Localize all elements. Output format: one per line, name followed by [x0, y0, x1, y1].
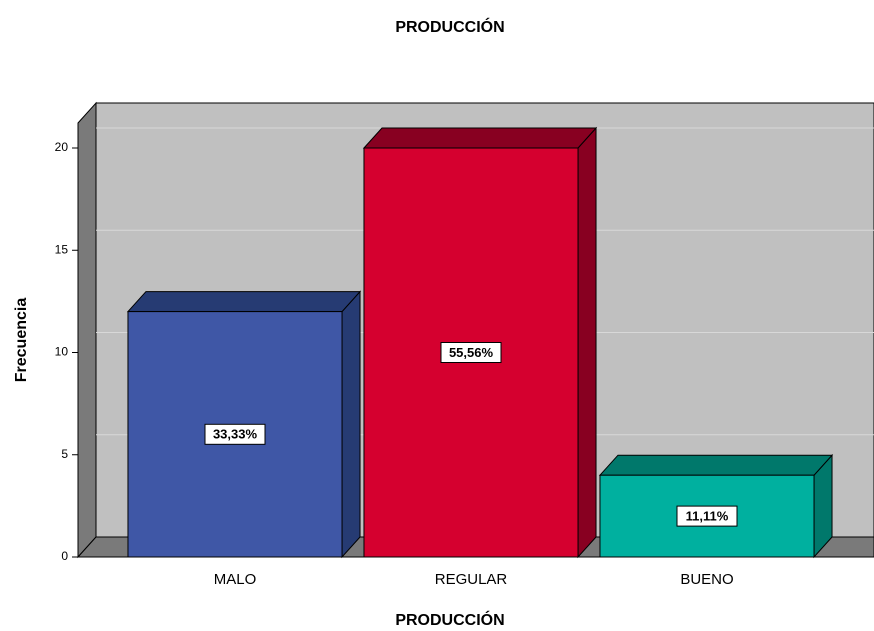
bar-side: [577, 126, 597, 559]
chart-title: PRODUCCIÓN: [395, 17, 504, 36]
x-axis-label: PRODUCCIÓN: [395, 610, 504, 629]
bar-annotation: 55,56%: [449, 345, 494, 360]
left-wall: [77, 101, 97, 559]
annotation-box: [676, 505, 738, 527]
y-tick-label: 15: [55, 242, 69, 256]
y-axis-label: Frecuencia: [13, 298, 30, 383]
bar-top: [362, 127, 598, 149]
bar-top: [598, 454, 834, 476]
x-tick-label: MALO: [214, 571, 257, 588]
bar-top: [126, 291, 362, 313]
y-tick-label: 0: [61, 549, 68, 563]
y-tick-label: 20: [55, 140, 69, 154]
bar-side: [341, 290, 361, 559]
annotation-box: [204, 423, 266, 445]
x-tick-label: REGULAR: [435, 571, 508, 588]
bar-annotation: 11,11%: [686, 509, 729, 524]
y-tick-label: 5: [61, 447, 68, 461]
y-tick-label: 10: [55, 345, 69, 359]
bar-annotation: 33,33%: [213, 427, 258, 442]
annotation-box: [440, 342, 502, 363]
x-tick-label: BUENO: [680, 571, 733, 588]
